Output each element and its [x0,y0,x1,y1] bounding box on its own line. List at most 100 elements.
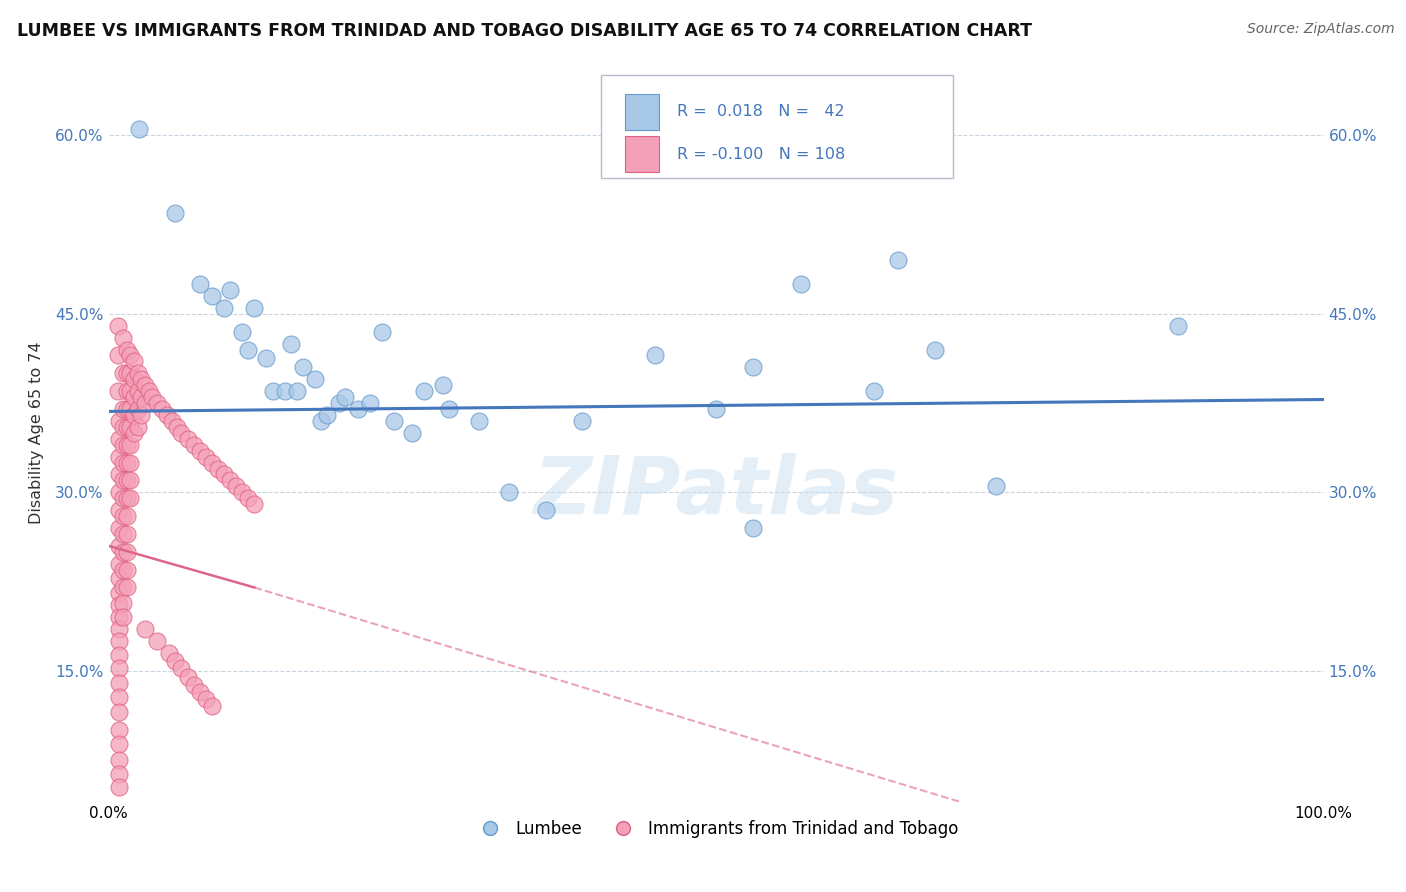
Point [115,545,138,559]
Text: ZIPatlas: ZIPatlas [533,453,898,531]
Point [166,420,188,434]
Point [107,318,129,333]
Point [984,479,1007,493]
Point [120,438,142,452]
Point [120,420,142,434]
Point [243,301,266,315]
Point [790,277,813,292]
Point [170,661,193,675]
Point [359,396,381,410]
Point [498,485,520,500]
Point [887,253,910,268]
Point [335,390,357,404]
Point [316,408,339,422]
Point [112,527,135,541]
Point [231,485,253,500]
Point [291,360,314,375]
Text: R =  0.018   N =   42: R = 0.018 N = 42 [678,104,845,120]
Point [704,402,727,417]
Point [112,545,135,559]
Point [131,390,153,404]
Point [108,723,131,738]
Point [115,343,138,357]
Point [115,456,138,470]
Point [108,610,131,624]
Point [115,491,138,506]
Point [225,479,247,493]
Point [112,402,135,417]
Point [128,122,150,136]
Point [309,414,332,428]
Point [157,646,180,660]
Point [160,414,183,428]
Point [108,414,131,428]
Point [108,780,131,795]
Point [108,753,131,767]
Point [328,396,350,410]
Point [108,622,131,636]
Point [146,634,169,648]
Text: LUMBEE VS IMMIGRANTS FROM TRINIDAD AND TOBAGO DISABILITY AGE 65 TO 74 CORRELATIO: LUMBEE VS IMMIGRANTS FROM TRINIDAD AND T… [17,22,1032,40]
Point [120,402,142,417]
Point [112,438,135,452]
Point [108,557,131,571]
Point [122,372,145,386]
Point [108,467,131,482]
Point [108,432,131,446]
Point [115,402,138,417]
Point [115,581,138,595]
Point [238,491,260,506]
Point [108,634,131,648]
Point [127,420,149,434]
Point [112,456,135,470]
Point [127,384,149,399]
Point [108,450,131,464]
Point [134,378,156,392]
Point [131,372,153,386]
Point [112,367,135,381]
FancyBboxPatch shape [600,75,953,178]
Point [273,384,295,399]
Point [122,390,145,404]
Point [644,349,666,363]
Point [207,461,229,475]
Point [1167,318,1189,333]
Point [112,474,135,488]
Point [108,661,131,675]
Point [108,767,131,781]
Point [285,384,308,399]
Point [120,474,142,488]
Point [219,474,242,488]
Point [212,467,235,482]
Point [134,622,156,636]
Point [146,396,169,410]
Point [176,670,198,684]
Point [382,414,405,428]
Point [188,443,211,458]
Point [219,283,242,297]
Point [115,420,138,434]
Point [231,325,253,339]
Point [156,408,179,422]
Point [413,384,436,399]
Point [468,414,491,428]
Point [571,414,593,428]
Point [183,678,205,692]
Point [120,384,142,399]
Legend: Lumbee, Immigrants from Trinidad and Tobago: Lumbee, Immigrants from Trinidad and Tob… [467,814,966,845]
Text: R = -0.100   N = 108: R = -0.100 N = 108 [678,146,845,161]
Point [201,289,224,303]
Point [150,402,173,417]
Point [262,384,284,399]
Point [201,699,224,714]
Point [115,509,138,524]
Point [141,390,163,404]
Point [108,690,131,704]
Point [170,425,193,440]
Point [107,384,129,399]
Point [115,474,138,488]
Point [134,396,156,410]
Point [108,539,131,553]
Point [120,456,142,470]
Point [432,378,454,392]
